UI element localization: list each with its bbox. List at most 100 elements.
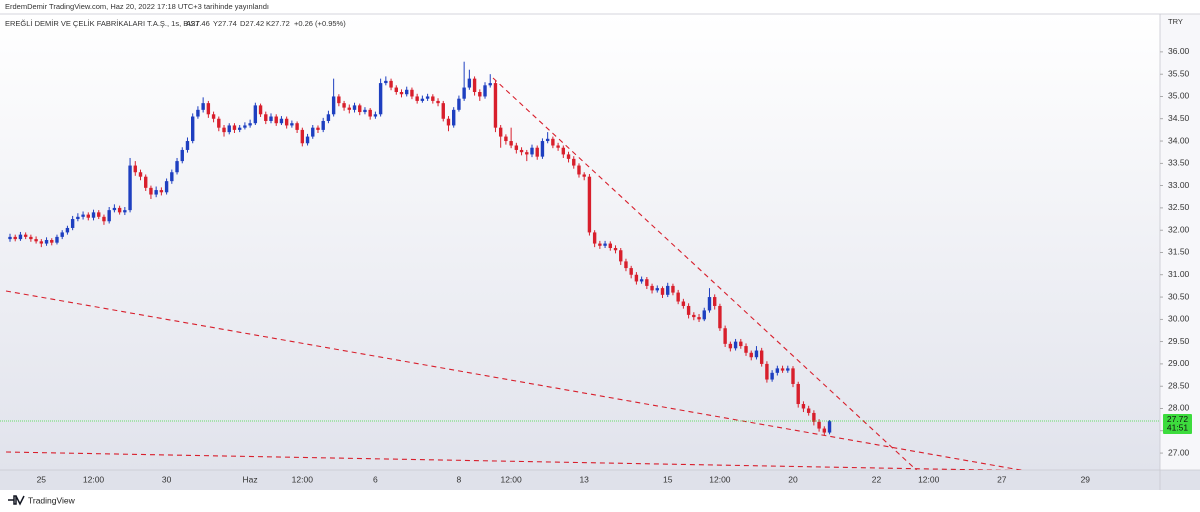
y-tick-label: 29.50 — [1168, 336, 1190, 346]
candle-body — [185, 141, 190, 150]
countdown: 41:51 — [1167, 423, 1189, 433]
candle-body — [713, 297, 717, 306]
trend-line — [5, 451, 1017, 470]
ohlc-close: K27.72 — [266, 19, 290, 28]
y-tick-label: 27.00 — [1168, 447, 1190, 457]
candle-body — [446, 118, 451, 126]
candle-body — [530, 147, 534, 155]
candle-body — [796, 383, 800, 405]
candle-body — [733, 341, 738, 349]
candle-body — [592, 232, 597, 244]
candle-body — [8, 236, 12, 240]
y-tick-label: 30.50 — [1168, 291, 1190, 301]
x-tick-label: 22 — [872, 474, 882, 484]
candle-body — [603, 243, 607, 246]
candle-body — [702, 310, 706, 320]
candle-body — [50, 239, 54, 243]
candle-body — [295, 123, 299, 130]
candle-body — [467, 78, 472, 88]
candle-body — [326, 114, 331, 121]
candle-body — [786, 368, 790, 371]
candle-body — [686, 305, 691, 315]
candle-body — [300, 129, 305, 144]
candle-body — [60, 232, 64, 237]
x-tick-label: 12:00 — [709, 474, 731, 484]
candle-body — [154, 190, 158, 195]
ohlc-high: Y27.74 — [213, 19, 237, 28]
y-axis-bg — [1160, 14, 1200, 470]
y-tick-label: 31.00 — [1168, 269, 1190, 279]
candle-body — [86, 214, 90, 218]
candle-body — [566, 154, 571, 159]
candle-body — [342, 103, 346, 108]
candle-body — [175, 161, 179, 173]
candle-body — [290, 123, 294, 126]
candle-body — [420, 98, 425, 101]
candle-body — [645, 279, 649, 286]
candle-body — [76, 216, 80, 220]
x-tick-label: 29 — [1081, 474, 1091, 484]
candle-body — [102, 216, 106, 222]
candle-body — [29, 236, 33, 240]
candle-body — [373, 114, 378, 117]
candle-body — [671, 285, 675, 293]
x-tick-label: 8 — [457, 474, 462, 484]
y-tick-label: 34.50 — [1168, 113, 1190, 123]
candle-body — [551, 138, 555, 146]
candle-body — [149, 187, 153, 195]
price-box — [1163, 413, 1192, 434]
candle-body — [561, 147, 566, 155]
change: +0.26 (+0.95%) — [294, 19, 346, 28]
x-tick-label: 6 — [373, 474, 378, 484]
candle-body — [519, 149, 524, 153]
candle-body — [431, 96, 435, 101]
ohlc-low: D27.42 — [240, 19, 264, 28]
candle-body — [436, 100, 440, 104]
candle-body — [514, 145, 519, 150]
candle-body — [34, 239, 38, 242]
candle-body — [331, 96, 336, 115]
x-tick-label: 12:00 — [292, 474, 314, 484]
candle-body — [248, 123, 252, 126]
candle-body — [264, 114, 268, 121]
currency: TRY — [1168, 17, 1183, 26]
candle-body — [70, 219, 75, 228]
candle-body — [608, 243, 612, 249]
candle-body — [613, 248, 618, 251]
x-tick-label: 13 — [579, 474, 589, 484]
candle-body — [284, 118, 289, 126]
candle-body — [128, 165, 132, 211]
candle-body — [123, 210, 127, 213]
x-tick-label: 12:00 — [83, 474, 105, 484]
y-tick-label: 28.00 — [1168, 403, 1190, 413]
candle-body — [191, 116, 195, 142]
candle-body — [159, 190, 164, 193]
candle-body — [619, 250, 623, 262]
candle-body — [368, 109, 372, 117]
candle-body — [269, 116, 273, 121]
y-tick-label: 35.00 — [1168, 91, 1190, 101]
candle-body — [728, 343, 733, 349]
candle-body — [498, 127, 503, 137]
candle-body — [107, 210, 111, 222]
candle-body — [629, 268, 633, 275]
candle-body — [91, 212, 96, 218]
trend-lines — [5, 77, 1024, 470]
publisher: ErdemDemir TradingView.com, Haz 20, 2022… — [5, 2, 269, 11]
candle-body — [707, 297, 712, 311]
x-tick-label: 30 — [162, 474, 172, 484]
candle-body — [812, 412, 816, 422]
candle-body — [791, 368, 795, 384]
candle-body — [676, 292, 680, 302]
candle-body — [415, 96, 419, 101]
candle-body — [13, 236, 17, 240]
y-tick-label: 35.50 — [1168, 68, 1190, 78]
candle-body — [389, 80, 393, 88]
candle-body — [196, 109, 200, 117]
candle-body — [55, 236, 59, 243]
candle-body — [337, 96, 341, 104]
candle-body — [462, 87, 466, 99]
candle-body — [692, 314, 696, 318]
candle-body — [410, 89, 414, 97]
x-tick-label: 15 — [663, 474, 673, 484]
